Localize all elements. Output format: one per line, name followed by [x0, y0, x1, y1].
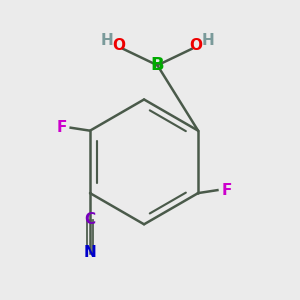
Text: B: B	[151, 56, 164, 74]
Text: O: O	[190, 38, 202, 53]
Text: F: F	[221, 183, 232, 198]
Text: C: C	[84, 212, 96, 227]
Text: N: N	[84, 245, 96, 260]
Text: O: O	[112, 38, 125, 53]
Text: H: H	[100, 32, 113, 47]
Text: H: H	[202, 32, 214, 47]
Text: F: F	[57, 120, 67, 135]
